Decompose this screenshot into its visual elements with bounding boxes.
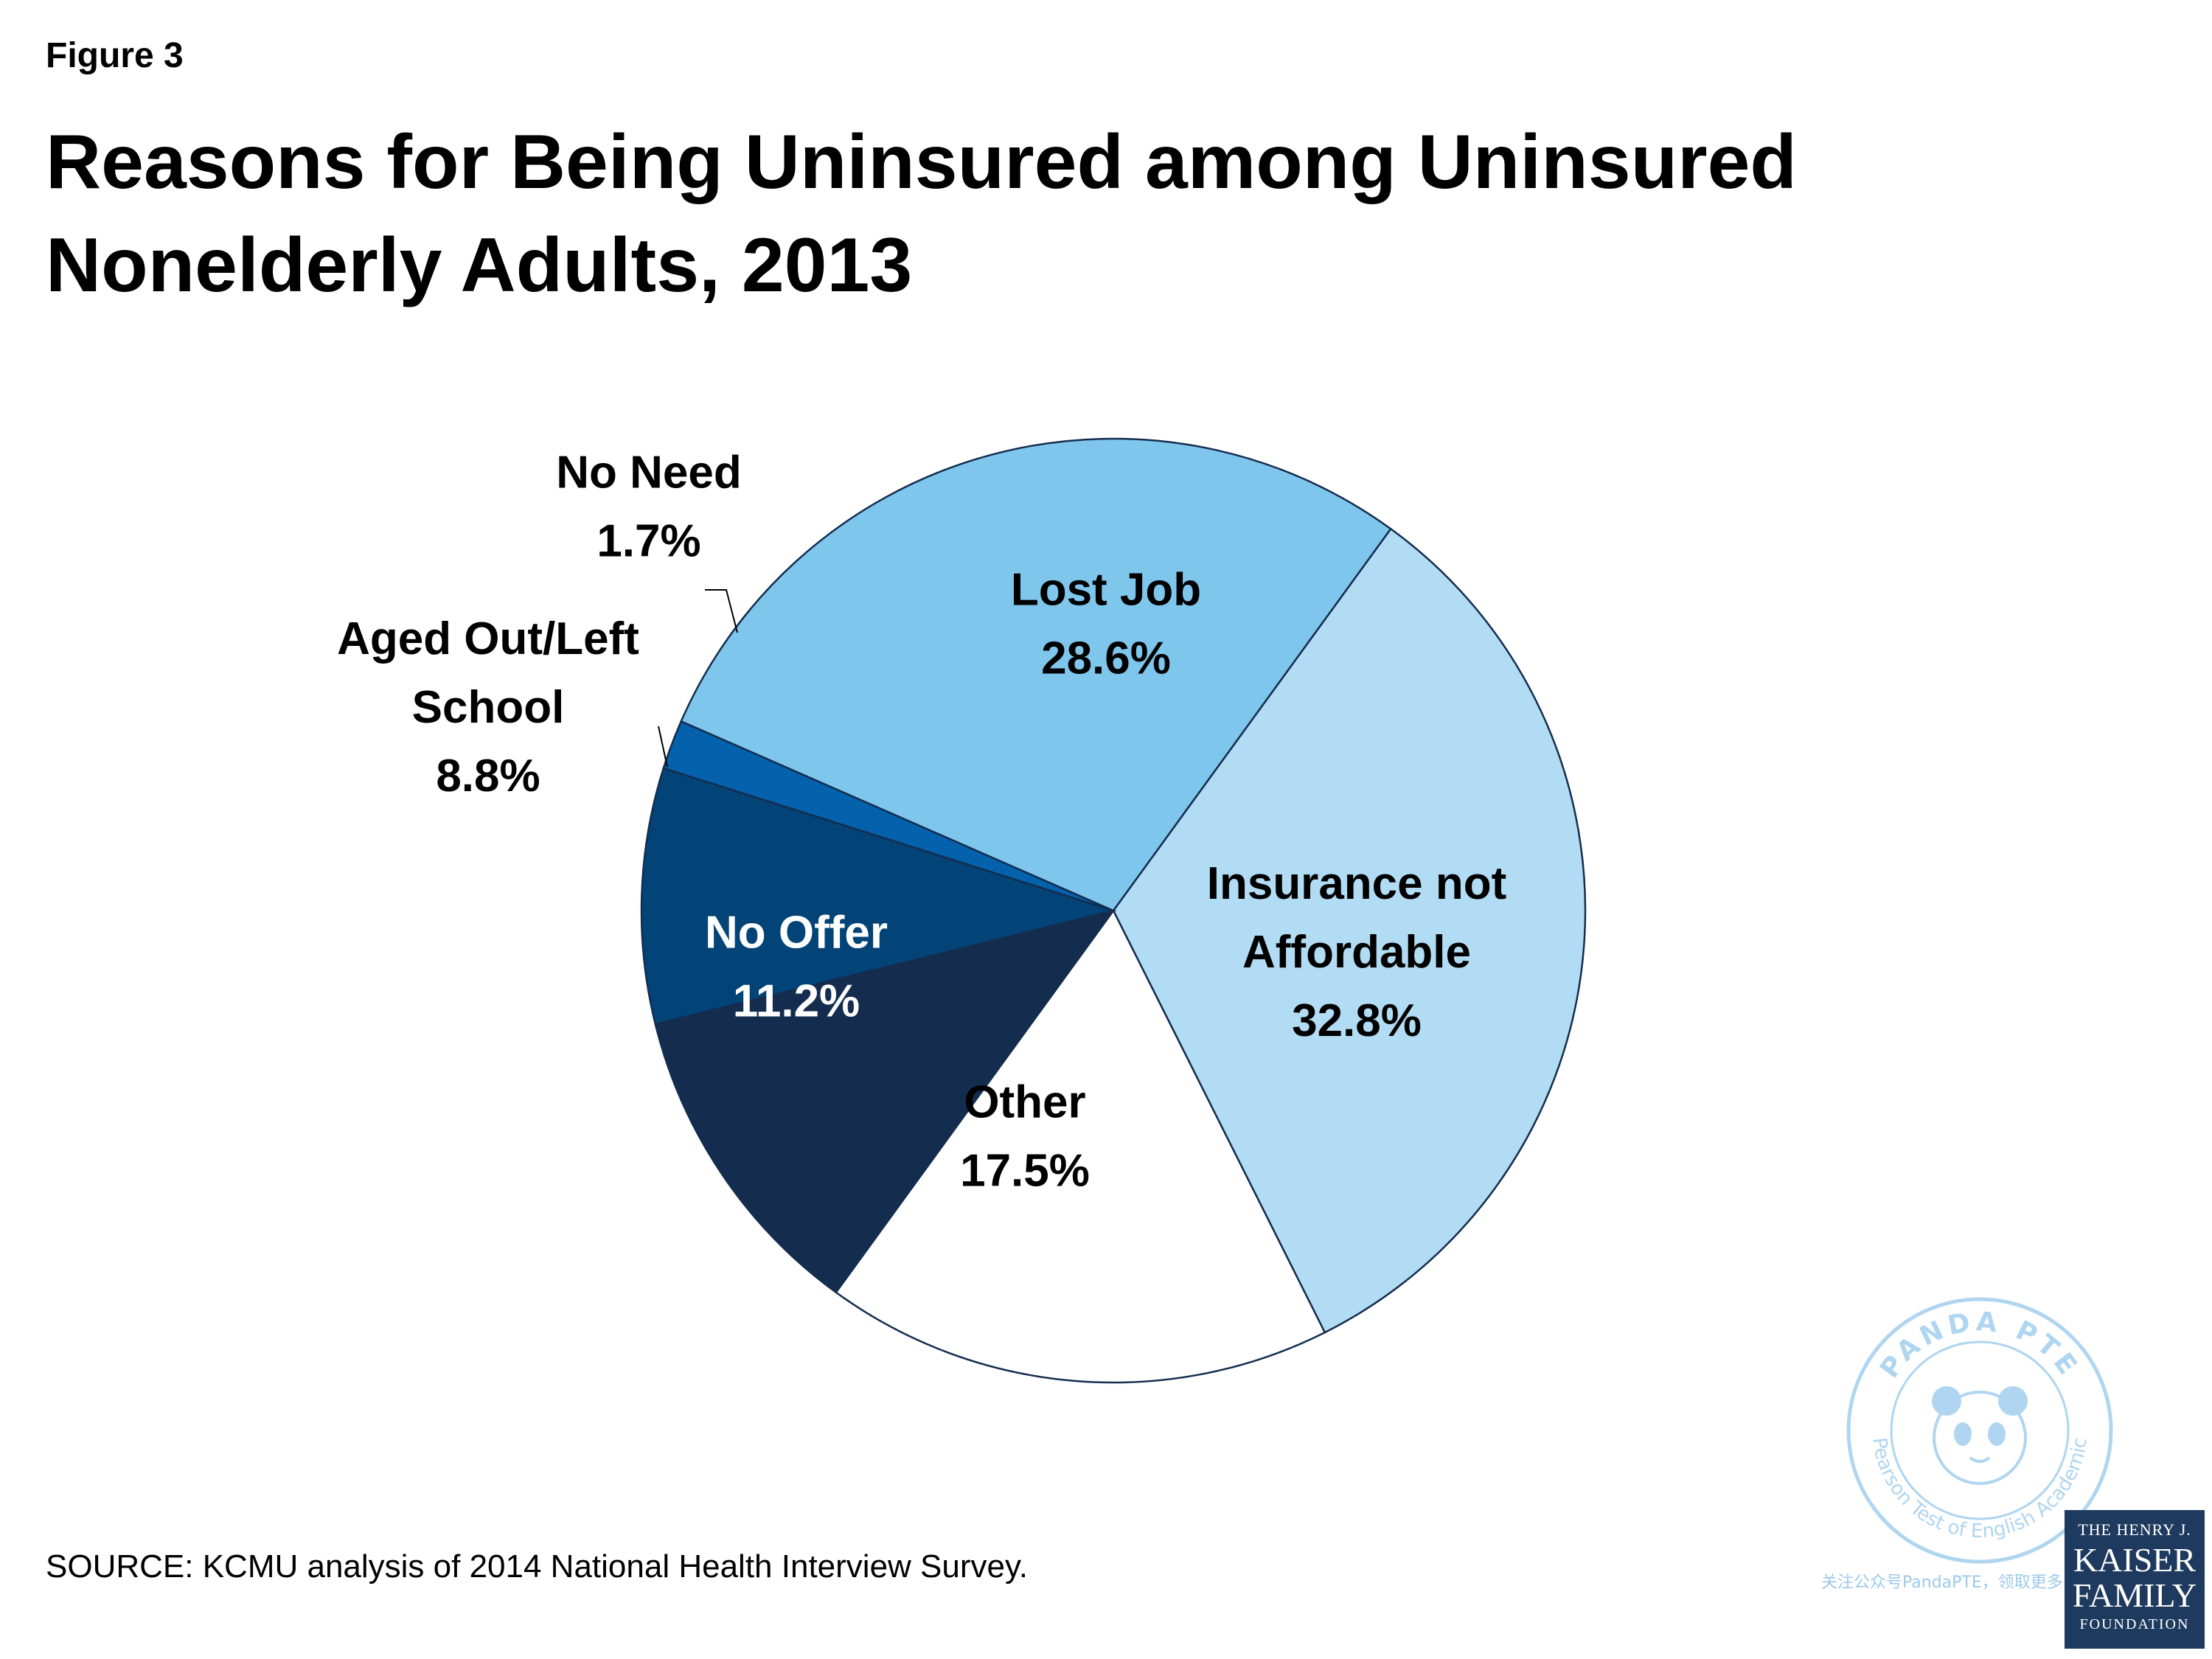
chart-title: Reasons for Being Uninsured among Uninsu… — [46, 119, 1797, 308]
slice-value-other: 17.5% — [960, 1146, 1090, 1197]
logo-line-1: THE HENRY J. — [2078, 1520, 2191, 1539]
logo-line-4: FOUNDATION — [2079, 1616, 2190, 1632]
pie-slice-lost-job — [680, 437, 1392, 912]
slice-name-other: Other — [964, 1077, 1085, 1128]
slice-name-no-need: No Need — [556, 448, 741, 498]
logo-line-2: KAISER — [2073, 1541, 2197, 1579]
slice-value-aged-out-left-school: 8.8% — [436, 751, 540, 801]
slice-label-aged-out-left-school: Aged Out/Left School 8.8% — [337, 613, 639, 801]
pie-slice-insurance-not-affordable — [1112, 527, 1587, 1334]
panda-pte-watermark: PANDA PTE Pearson Test of English Academ… — [1843, 1294, 2116, 1567]
slice-label-no-offer: No Offer 11.2% — [705, 908, 888, 1027]
slice-name-insurance-not-affordable: Affordable — [1242, 927, 1471, 978]
watermark-top-text: PANDA PTE — [1874, 1307, 2081, 1384]
watermark-bottom-text: Pearson Test of English Academic — [1868, 1436, 2091, 1543]
slice-name-aged-out-left-school: Aged Out/Left — [337, 613, 639, 664]
svg-text:PANDA PTE: PANDA PTE — [1874, 1307, 2085, 1384]
pie-slice-aged-out-left-school — [640, 767, 1117, 1026]
slice-name-aged-out-left-school: School — [412, 682, 565, 733]
slice-name-no-offer: No Offer — [705, 908, 888, 959]
slice-label-lost-job: Lost Job 28.6% — [1011, 565, 1201, 684]
slice-value-no-need: 1.7% — [597, 516, 700, 567]
figure-label: Figure 3 — [46, 36, 184, 75]
leader-line-no-need — [705, 589, 738, 633]
pie-slice-no-offer — [654, 908, 1116, 1294]
slice-value-insurance-not-affordable: 32.8% — [1292, 995, 1422, 1046]
slice-label-no-need: No Need 1.7% — [556, 448, 741, 567]
slice-value-no-offer: 11.2% — [733, 976, 860, 1027]
slice-value-lost-job: 28.6% — [1041, 633, 1171, 684]
slice-name-lost-job: Lost Job — [1011, 565, 1201, 616]
logo-line-3: FAMILY — [2072, 1576, 2197, 1614]
watermark-footer: 关注公众号PandaPTE，领取更多 — [1821, 1573, 2063, 1592]
svg-text:Pearson Test of English Academ: Pearson Test of English Academic — [1868, 1436, 2091, 1543]
source-note: SOURCE: KCMU analysis of 2014 National H… — [46, 1548, 1028, 1585]
pie-slice-other — [835, 908, 1326, 1384]
slice-name-insurance-not-affordable: Insurance not — [1207, 858, 1507, 909]
leader-line-aged-out-left-school — [658, 726, 668, 768]
kff-logo: THE HENRY J. KAISER FAMILY FOUNDATION — [2065, 1510, 2205, 1649]
slice-label-other: Other 17.5% — [960, 1077, 1090, 1197]
slice-label-insurance-not-affordable: Insurance not Affordable 32.8% — [1207, 858, 1507, 1046]
